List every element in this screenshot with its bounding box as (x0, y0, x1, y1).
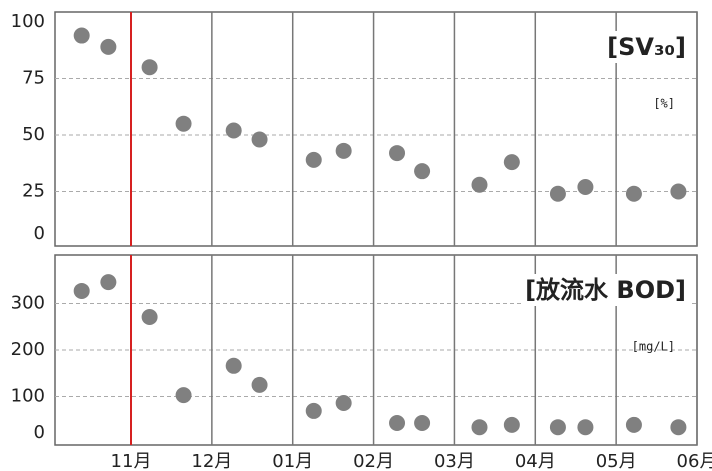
title-bg (521, 274, 690, 306)
data-point (305, 402, 322, 419)
x-tick-label: 01月 (272, 451, 313, 471)
y-tick-label: 300 (11, 293, 45, 314)
data-point (251, 376, 268, 393)
data-point (73, 282, 90, 299)
unit-label: [mg/L] (632, 340, 675, 354)
data-point (100, 38, 117, 55)
title-bg (603, 31, 690, 63)
y-tick-label: 25 (22, 181, 45, 202)
data-point (251, 131, 268, 148)
data-point (471, 419, 488, 436)
data-point (414, 415, 431, 432)
data-point (225, 357, 242, 374)
data-point (503, 154, 520, 171)
y-tick-label: 75 (22, 68, 45, 89)
data-point (305, 151, 322, 168)
x-tick-label: 06月 (677, 451, 712, 471)
data-point (225, 122, 242, 139)
y-tick-label: 100 (11, 11, 45, 32)
data-point (335, 395, 352, 412)
data-point (73, 27, 90, 44)
data-point (670, 183, 687, 200)
data-point (577, 178, 594, 195)
data-point (471, 176, 488, 193)
panel-title: [放流水 BOD] (525, 276, 686, 304)
x-tick-label: 03月 (434, 451, 475, 471)
y-tick-label: 50 (22, 124, 45, 145)
y-tick-label: 0 (34, 223, 45, 244)
data-point (175, 115, 192, 132)
data-point (577, 419, 594, 436)
y-tick-label: 0 (34, 422, 45, 443)
data-point (414, 163, 431, 180)
x-tick-label: 04月 (515, 451, 556, 471)
data-point (100, 274, 117, 291)
y-tick-label: 200 (11, 339, 45, 360)
data-point (389, 415, 406, 432)
data-point (503, 416, 520, 433)
data-point (670, 419, 687, 436)
data-point (141, 308, 158, 325)
data-point (141, 59, 158, 76)
x-tick-label: 11月 (111, 451, 152, 471)
y-tick-label: 100 (11, 386, 45, 407)
data-point (549, 419, 566, 436)
unit-label: [%] (653, 97, 675, 111)
data-point (625, 416, 642, 433)
data-point (335, 142, 352, 159)
panel-title: [SV₃₀] (607, 33, 686, 61)
data-point (175, 387, 192, 404)
data-point (389, 145, 406, 162)
data-point (549, 185, 566, 202)
x-tick-label: 02月 (353, 451, 394, 471)
plot-frame (54, 11, 698, 247)
x-tick-label: 12月 (191, 451, 232, 471)
data-point (625, 185, 642, 202)
x-tick-label: 05月 (596, 451, 637, 471)
